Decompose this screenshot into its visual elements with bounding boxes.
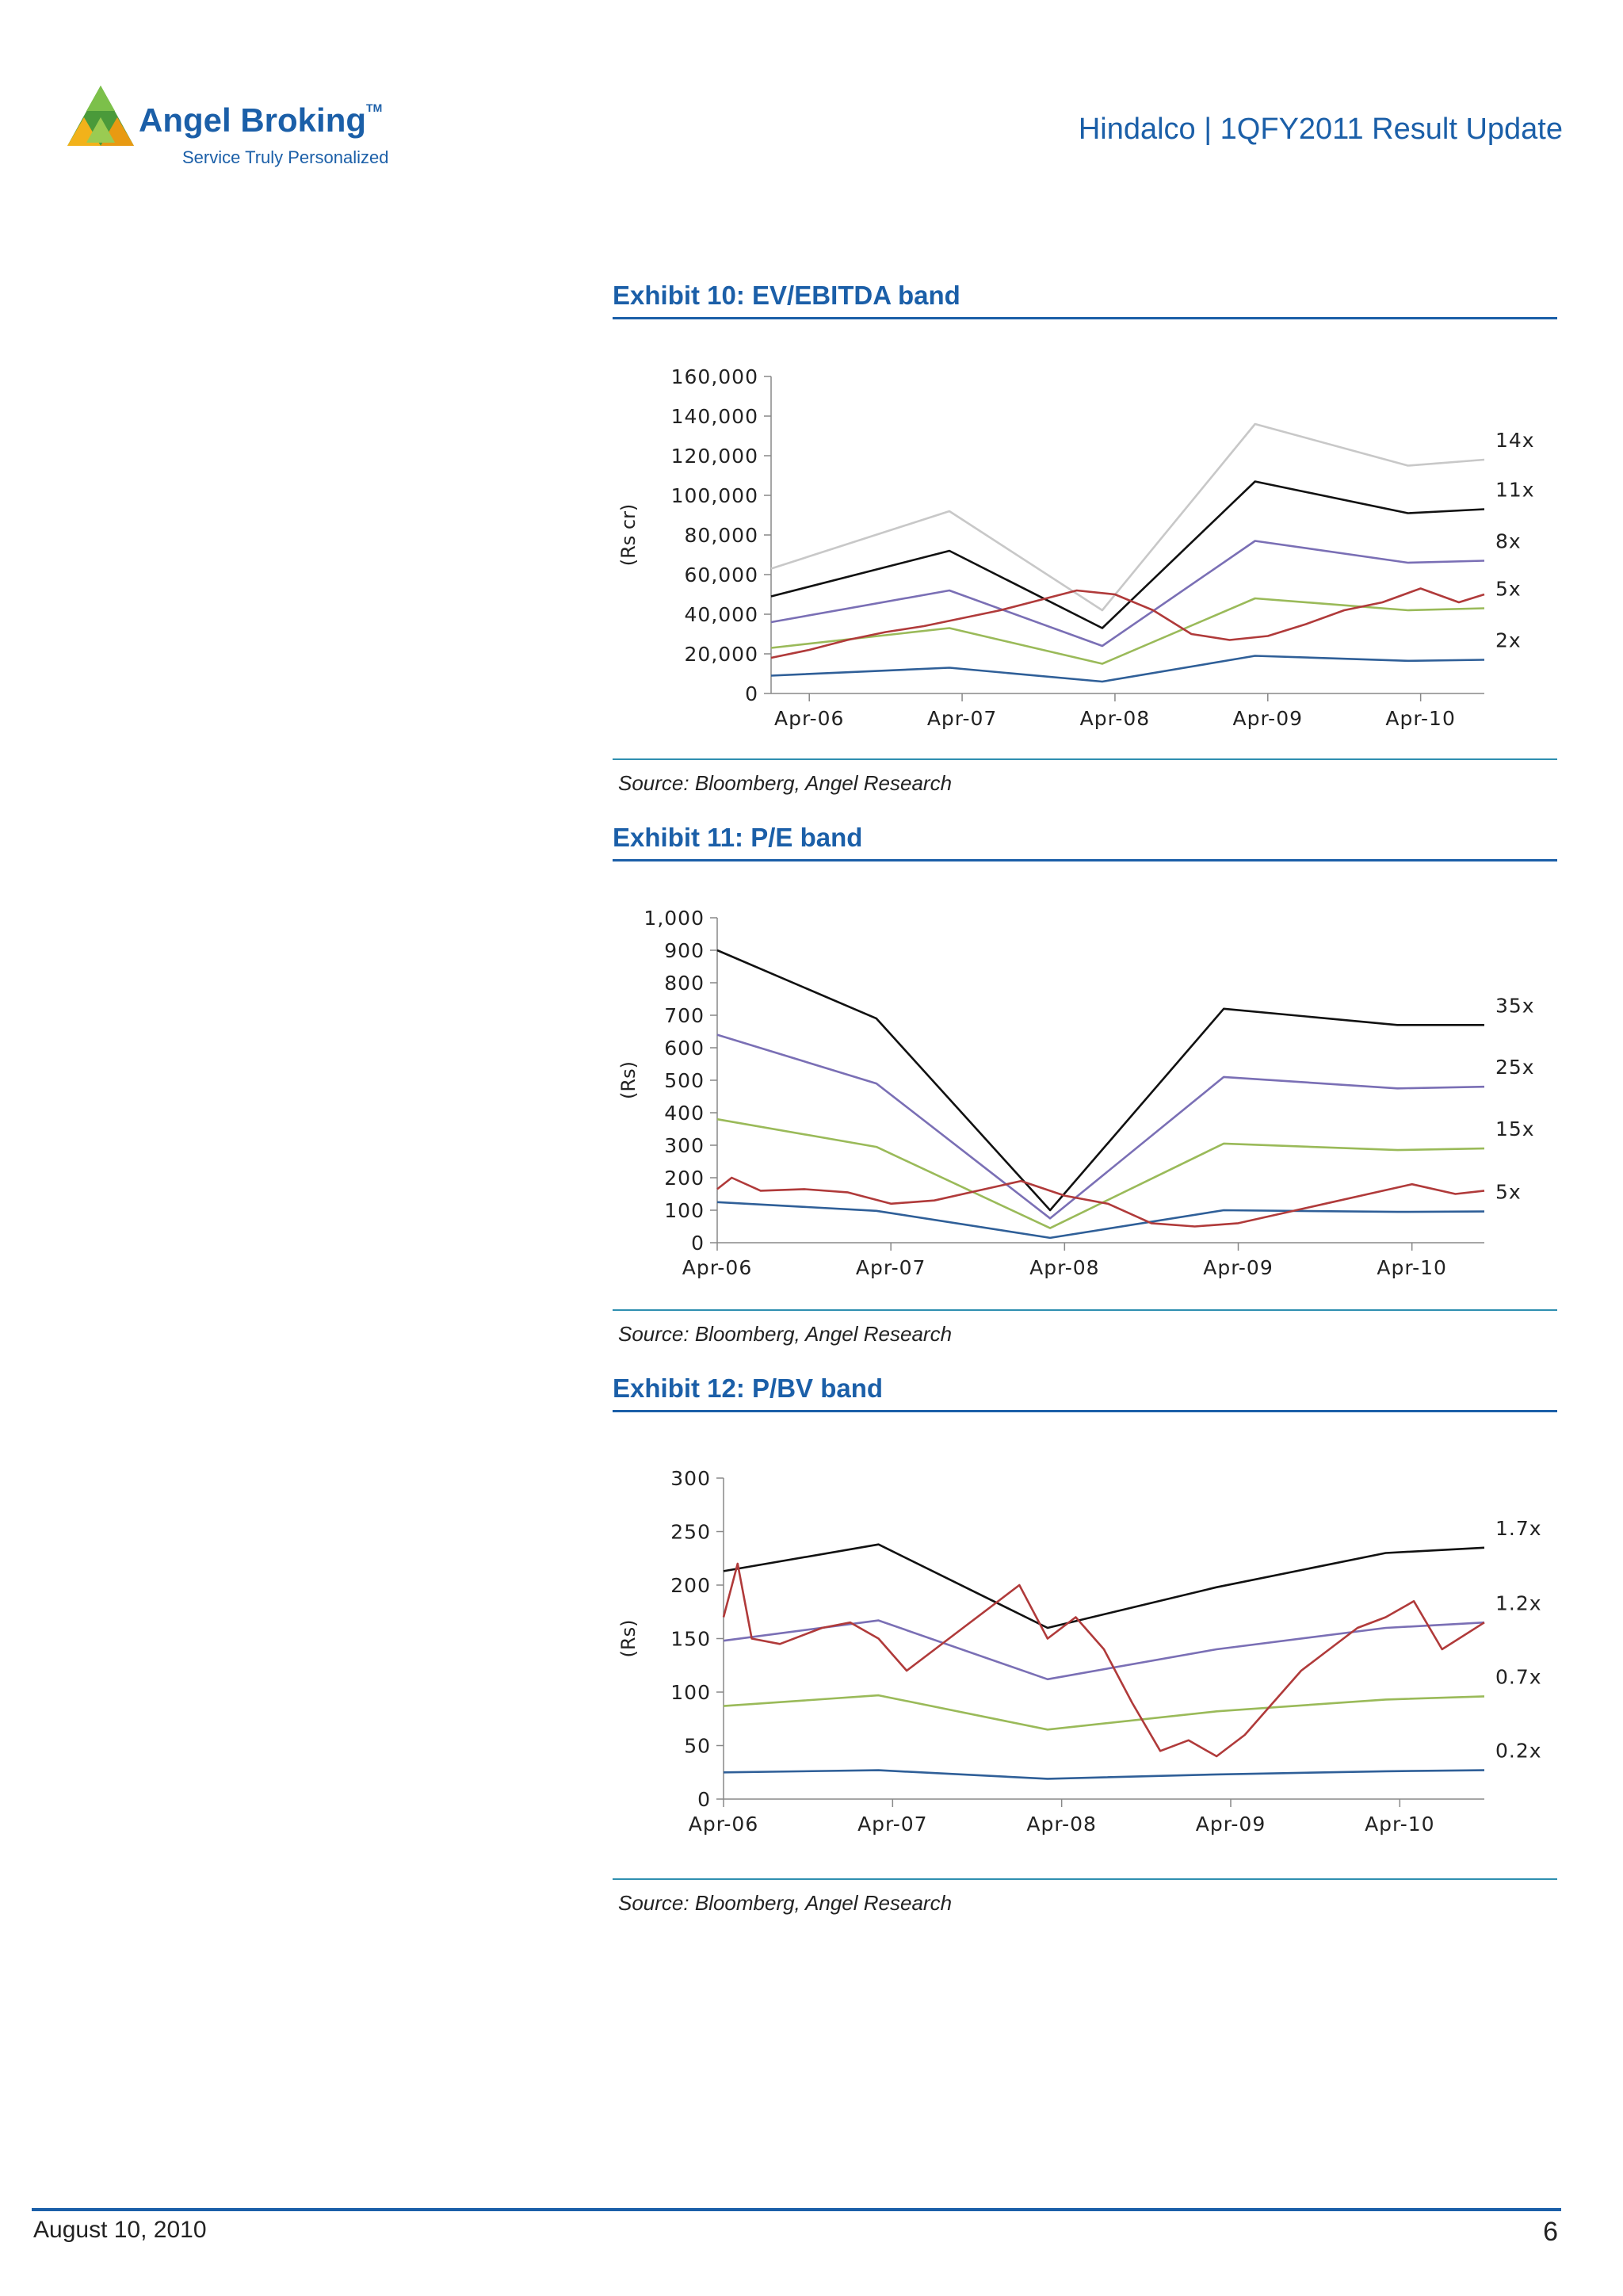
pe-band-chart: 0 100 200 300 400 500 600 700 800 900 1,000 Apr-06 A…: [617, 907, 1535, 1279]
series-line-5x: [716, 1201, 1485, 1240]
brand-name: Angel BrokingTM: [139, 101, 383, 139]
series-line-0-2x: [723, 1769, 1485, 1780]
y-tick-label: 1,000: [643, 907, 705, 930]
series-end-label: 11x: [1495, 479, 1535, 502]
y-tick-label: 600: [664, 1037, 705, 1060]
series-end-label: 0.7x: [1495, 1665, 1542, 1688]
y-tick-label: 700: [664, 1004, 705, 1027]
series-end-label: 25x: [1495, 1056, 1535, 1079]
series-line-15x: [716, 1117, 1485, 1229]
y-axis-label: (Rs): [617, 1620, 640, 1658]
x-tick-label: Apr-09: [1233, 707, 1303, 730]
y-tick-label: 800: [664, 972, 705, 995]
source-divider: [613, 758, 1557, 760]
x-tick-label: Apr-10: [1365, 1813, 1434, 1836]
x-tick-label: Apr-07: [857, 1813, 927, 1836]
series-line-14x: [770, 422, 1485, 612]
exhibit-10-source: Source: Bloomberg, Angel Research: [618, 771, 953, 795]
exhibit-12-source: Source: Bloomberg, Angel Research: [618, 1891, 953, 1915]
y-tick-label: 200: [664, 1167, 705, 1190]
series-end-label: 14x: [1495, 429, 1535, 452]
series-end-label: 5x: [1495, 1181, 1522, 1204]
y-tick-label: 160,000: [671, 365, 758, 388]
exhibit-11-title: Exhibit 11: P/E band: [613, 823, 1557, 861]
x-tick-label: Apr-10: [1385, 707, 1455, 730]
y-tick-label: 400: [664, 1102, 705, 1125]
y-tick-label: 300: [670, 1467, 711, 1490]
price-series-line: [770, 587, 1485, 659]
y-tick-label: 120,000: [671, 445, 758, 468]
y-tick-label: 150: [670, 1628, 711, 1651]
exhibit-10-title: Exhibit 10: EV/EBITDA band: [613, 281, 1557, 319]
series-line-2x: [770, 655, 1485, 683]
triangle-logo-icon: [67, 86, 134, 146]
y-tick-label: 60,000: [685, 563, 758, 586]
x-tick-label: Apr-07: [856, 1256, 926, 1279]
y-tick-label: 80,000: [685, 524, 758, 547]
y-tick-label: 200: [670, 1574, 711, 1597]
y-axis-label: (Rs): [617, 1061, 640, 1099]
y-tick-label: 100: [670, 1681, 711, 1704]
y-tick-label: 900: [664, 939, 705, 962]
series-line-1-7x: [723, 1543, 1485, 1629]
ev-ebitda-band-chart: 0 20,000 40,000 60,000 80,000 100,000 120,000 1…: [617, 365, 1535, 730]
series-end-label: 5x: [1495, 578, 1522, 601]
source-divider: [613, 1309, 1557, 1311]
y-tick-label: 0: [745, 682, 758, 705]
y-axis-label: (Rs cr): [617, 504, 640, 567]
series-line-35x: [716, 949, 1484, 1212]
report-title: Hindalco | 1QFY2011 Result Update: [1078, 113, 1563, 146]
x-tick-label: Apr-06: [689, 1813, 758, 1836]
x-tick-label: Apr-08: [1026, 1813, 1096, 1836]
price-series-line: [722, 1562, 1485, 1758]
y-tick-label: 500: [664, 1069, 705, 1092]
series-end-label: 8x: [1495, 530, 1522, 553]
series-line-11x: [770, 480, 1485, 629]
exhibit-11-source: Source: Bloomberg, Angel Research: [618, 1322, 953, 1346]
series-end-label: 1.2x: [1495, 1591, 1542, 1614]
series-line-5x: [770, 597, 1485, 665]
brand-tagline: Service Truly Personalized: [182, 147, 389, 167]
footer-divider: [32, 2208, 1561, 2211]
series-end-label: 1.7x: [1495, 1517, 1542, 1540]
source-divider: [613, 1878, 1557, 1880]
footer-date: August 10, 2010: [33, 2217, 207, 2243]
series-end-label: 0.2x: [1495, 1740, 1542, 1763]
x-tick-label: Apr-06: [682, 1256, 752, 1279]
y-tick-label: 100,000: [671, 484, 758, 507]
y-tick-label: 0: [697, 1788, 711, 1811]
series-end-label: 15x: [1495, 1117, 1535, 1140]
y-tick-label: 100: [664, 1199, 705, 1222]
y-tick-label: 40,000: [685, 603, 758, 626]
series-line-25x: [716, 1033, 1485, 1220]
y-tick-label: 300: [664, 1134, 705, 1157]
y-tick-label: 140,000: [671, 405, 758, 428]
exhibit-12-title: Exhibit 12: P/BV band: [613, 1373, 1557, 1412]
pbv-band-chart: 0 50 100 150 200 250 300 Apr-06 Apr-07 Apr-08 Apr-…: [617, 1467, 1542, 1836]
brand-logo: Angel BrokingTM Service Truly Personaliz…: [67, 79, 416, 182]
page-number: 6: [1543, 2217, 1558, 2247]
x-tick-label: Apr-07: [927, 707, 997, 730]
series-end-label: 35x: [1495, 994, 1535, 1017]
x-tick-label: Apr-06: [774, 707, 844, 730]
y-tick-label: 50: [684, 1735, 711, 1758]
x-tick-label: Apr-10: [1377, 1256, 1446, 1279]
x-tick-label: Apr-08: [1080, 707, 1150, 730]
series-line-0-7x: [723, 1694, 1485, 1731]
x-tick-label: Apr-09: [1196, 1813, 1266, 1836]
price-series-line: [716, 1176, 1485, 1228]
y-tick-label: 0: [691, 1232, 705, 1255]
x-tick-label: Apr-08: [1029, 1256, 1099, 1279]
y-tick-label: 250: [670, 1521, 711, 1544]
x-tick-label: Apr-09: [1203, 1256, 1273, 1279]
y-tick-label: 20,000: [685, 643, 758, 666]
series-end-label: 2x: [1495, 629, 1522, 652]
series-line-8x: [770, 540, 1485, 648]
